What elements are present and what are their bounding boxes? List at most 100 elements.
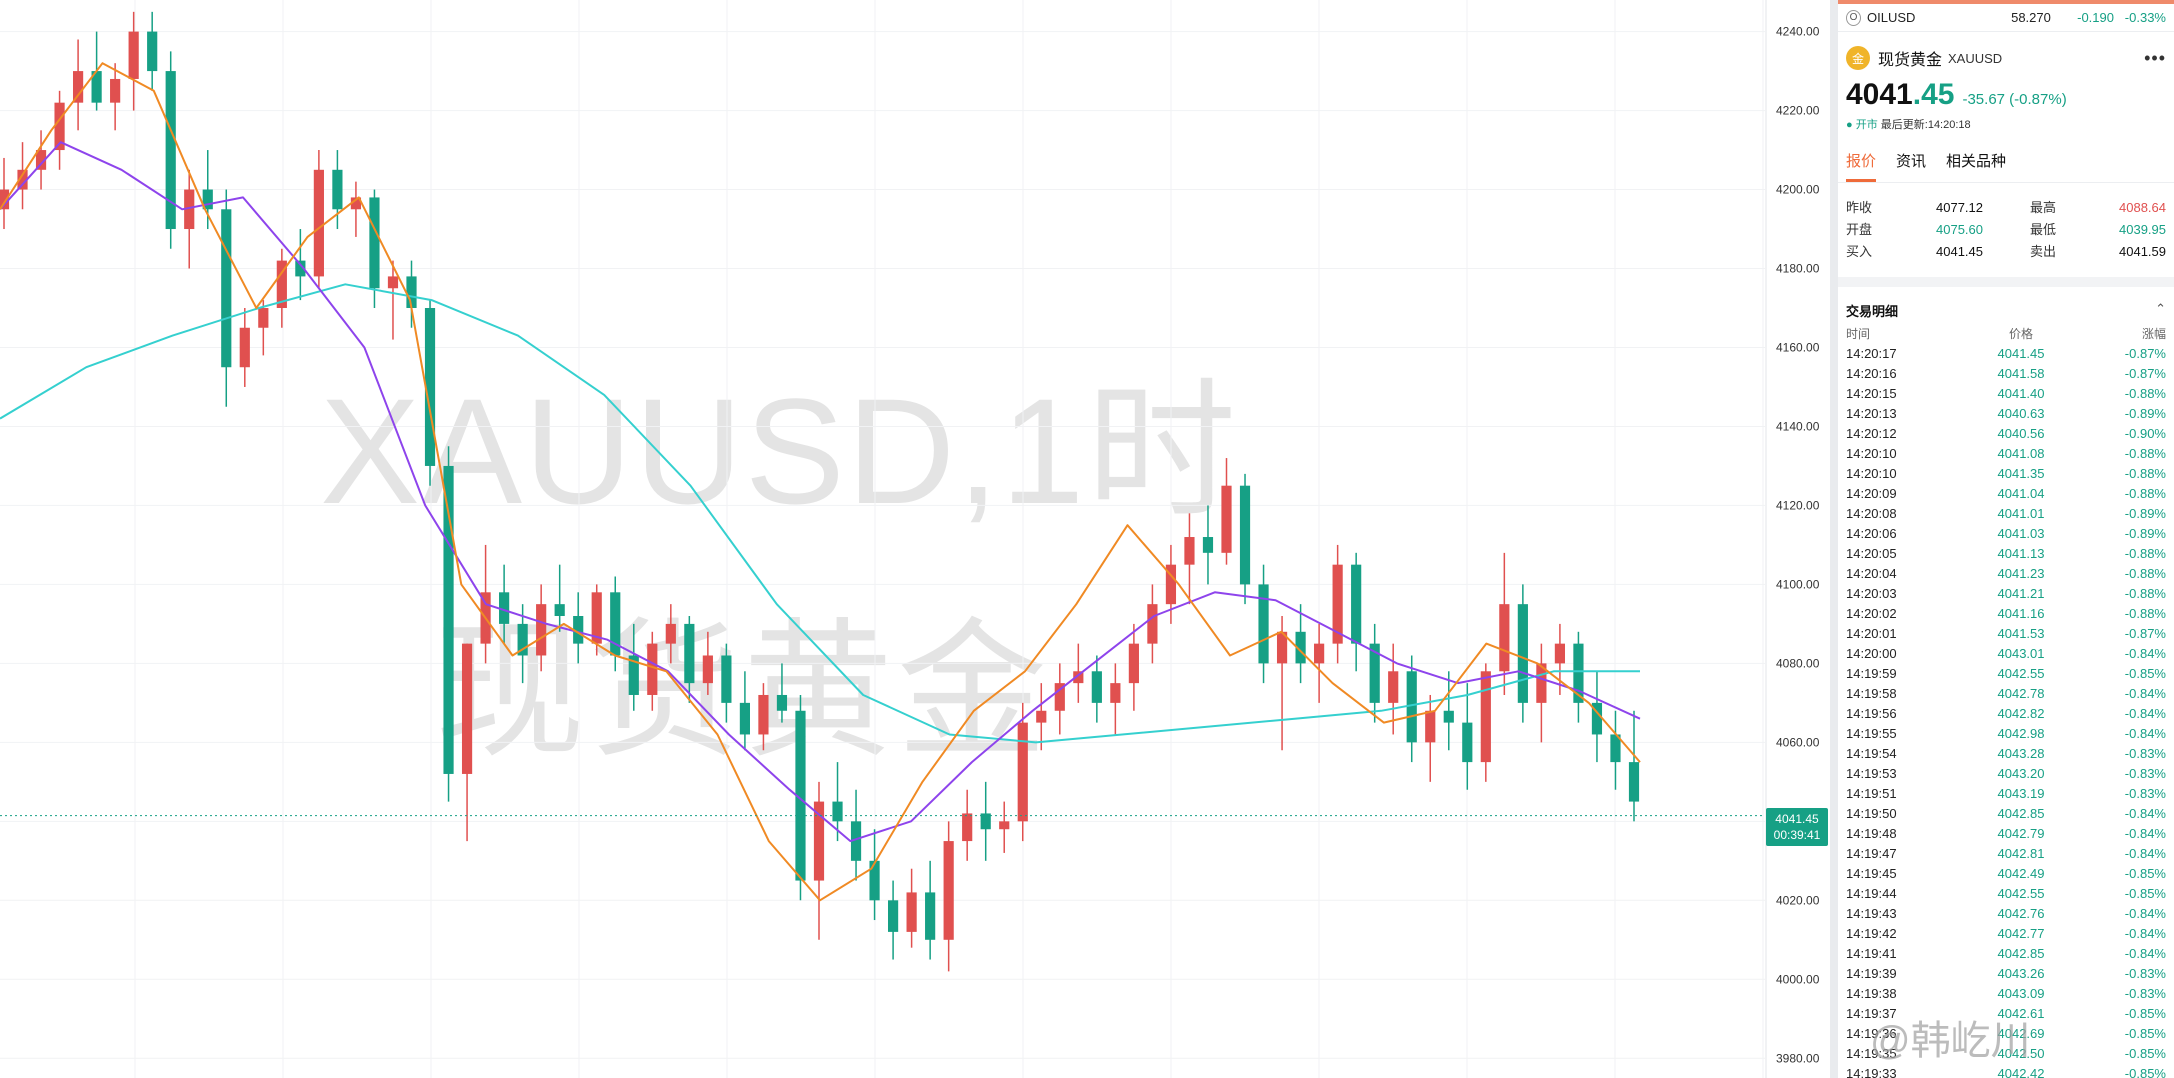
trade-price: 4041.53 [1997, 626, 2045, 641]
candle-body [1128, 643, 1139, 684]
trade-time: 14:19:56 [1846, 706, 1897, 721]
trade-price: 4042.61 [1997, 1006, 2045, 1021]
candle-body [1036, 710, 1047, 723]
trade-price: 4043.28 [1997, 746, 2045, 761]
trade-price: 4041.04 [1997, 486, 2045, 501]
trade-row: 14:19:47 4042.81 -0.84% [1846, 844, 2166, 864]
trade-change: -0.89% [2124, 526, 2166, 541]
trade-change: -0.83% [2124, 986, 2166, 1001]
candle-body [887, 900, 899, 932]
chevron-up-icon[interactable]: ⌃ [2155, 301, 2166, 316]
trade-price: 4042.42 [1997, 1066, 2045, 1078]
candle-body [536, 604, 547, 656]
candle-body [1554, 643, 1566, 664]
y-tick-label: 4080.00 [1776, 656, 1820, 670]
tab-news[interactable]: 资讯 [1896, 153, 1927, 170]
chart-area[interactable]: XAUUSD,1时 现货黄金 4240.00 4220.00 4200.00 4180… [0, 0, 1830, 1078]
trade-change: -0.85% [2124, 1026, 2166, 1041]
trade-time: 14:20:10 [1846, 466, 1897, 481]
trade-row: 14:20:05 4041.13 -0.88% [1846, 544, 2166, 564]
candle-body [1221, 485, 1232, 553]
tab-quote[interactable]: 报价 [1846, 150, 1877, 182]
stat-value: 4041.45 [1936, 244, 1983, 259]
last-price-int: 4041 [1846, 78, 1913, 111]
trade-price: 4042.50 [1997, 1046, 2045, 1061]
trade-time: 14:20:08 [1846, 506, 1897, 521]
countdown-label: 00:39:41 [1773, 827, 1821, 842]
candle-body [72, 71, 84, 103]
candle-body [943, 841, 954, 940]
trade-time: 14:19:36 [1846, 1026, 1897, 1041]
stat-label: 买入 [1846, 244, 1873, 259]
candle-body [295, 260, 306, 277]
candle-body [1239, 485, 1251, 585]
candle-body [795, 710, 806, 881]
trade-change: -0.85% [2124, 866, 2166, 881]
candle-body [332, 169, 343, 210]
trade-row: 14:19:36 4042.69 -0.85% [1846, 1024, 2166, 1044]
trade-price: 4041.40 [1997, 386, 2045, 401]
stat-label: 昨收 [1846, 200, 1873, 215]
candle-body [517, 623, 528, 656]
trade-time: 14:19:55 [1846, 726, 1897, 741]
candle-body [258, 308, 269, 328]
oil-icon: O [1846, 9, 1861, 26]
trade-time: 14:20:15 [1846, 386, 1897, 401]
candle-body [1499, 604, 1510, 672]
candle-body [1091, 671, 1102, 703]
trade-time: 14:19:59 [1846, 666, 1897, 681]
gold-icon: 金 [1846, 46, 1870, 70]
trade-price: 4042.82 [1997, 706, 2045, 721]
trade-row: 14:20:17 4041.45 -0.87% [1846, 344, 2166, 364]
trades-section-header[interactable]: 交易明细 ⌃ [1838, 287, 2174, 324]
trade-time: 14:20:10 [1846, 446, 1897, 461]
candle-body [1536, 663, 1547, 703]
current-price-tag: 4041.45 00:39:41 [1766, 807, 1828, 846]
trade-time: 14:19:39 [1846, 966, 1897, 981]
candle-body [1073, 671, 1084, 684]
candle-body [980, 813, 991, 830]
candle-body [1351, 564, 1362, 644]
trade-change: -0.88% [2124, 446, 2166, 461]
trade-time: 14:20:02 [1846, 606, 1897, 621]
candle-body [110, 78, 121, 103]
trade-time: 14:20:03 [1846, 586, 1897, 601]
panel-divider[interactable] [1830, 0, 1838, 1078]
stat-row: 昨收 4077.12 最高 4088.64 [1846, 197, 2166, 219]
trade-price: 4040.63 [1997, 406, 2045, 421]
candle-body [1591, 702, 1603, 735]
candle-body [1295, 631, 1306, 664]
candle-body [221, 209, 232, 368]
y-tick-label: 4020.00 [1776, 893, 1820, 907]
trade-time: 14:20:17 [1846, 346, 1897, 361]
tab-related[interactable]: 相关品种 [1946, 153, 2007, 170]
trade-change: -0.89% [2124, 406, 2166, 421]
trade-change: -0.84% [2124, 906, 2166, 921]
last-price-frac: .45 [1912, 78, 1955, 111]
trade-price: 4043.01 [1997, 646, 2045, 661]
trades-title: 交易明细 [1846, 304, 1899, 319]
quote-stats: 昨收 4077.12 最高 4088.64 开盘 4075.60 最低 4039.95 买入 40… [1838, 183, 2174, 269]
candle-body [1147, 604, 1158, 644]
trade-price: 4041.45 [1997, 346, 2045, 361]
trade-time: 14:20:12 [1846, 426, 1897, 441]
trade-time: 14:19:44 [1846, 886, 1897, 901]
trade-change: -0.84% [2124, 646, 2166, 661]
candle-body [684, 623, 695, 684]
trade-price: 4041.23 [1997, 566, 2045, 581]
candlestick-chart[interactable]: 4240.00 4220.00 4200.00 4180.00 4160.00 4140.… [0, 0, 1830, 1078]
candle-body [1054, 683, 1065, 711]
trades-list[interactable]: 14:20:17 4041.45 -0.87% 14:20:16 4041.58 -0.8… [1838, 344, 2174, 1078]
candle-body [1258, 584, 1269, 664]
candle-body [0, 189, 10, 210]
more-options-icon[interactable]: ••• [2144, 47, 2166, 68]
trade-time: 14:19:41 [1846, 946, 1897, 961]
watchlist-row-oilusd[interactable]: O OILUSD 58.270 -0.190 -0.33% [1838, 4, 2174, 32]
candle-body [202, 189, 213, 210]
stat-row: 开盘 4075.60 最低 4039.95 [1846, 219, 2166, 241]
trade-price: 4042.76 [1997, 906, 2045, 921]
candle-body [54, 102, 65, 151]
candle-body [906, 892, 917, 932]
candle-body [443, 465, 454, 774]
